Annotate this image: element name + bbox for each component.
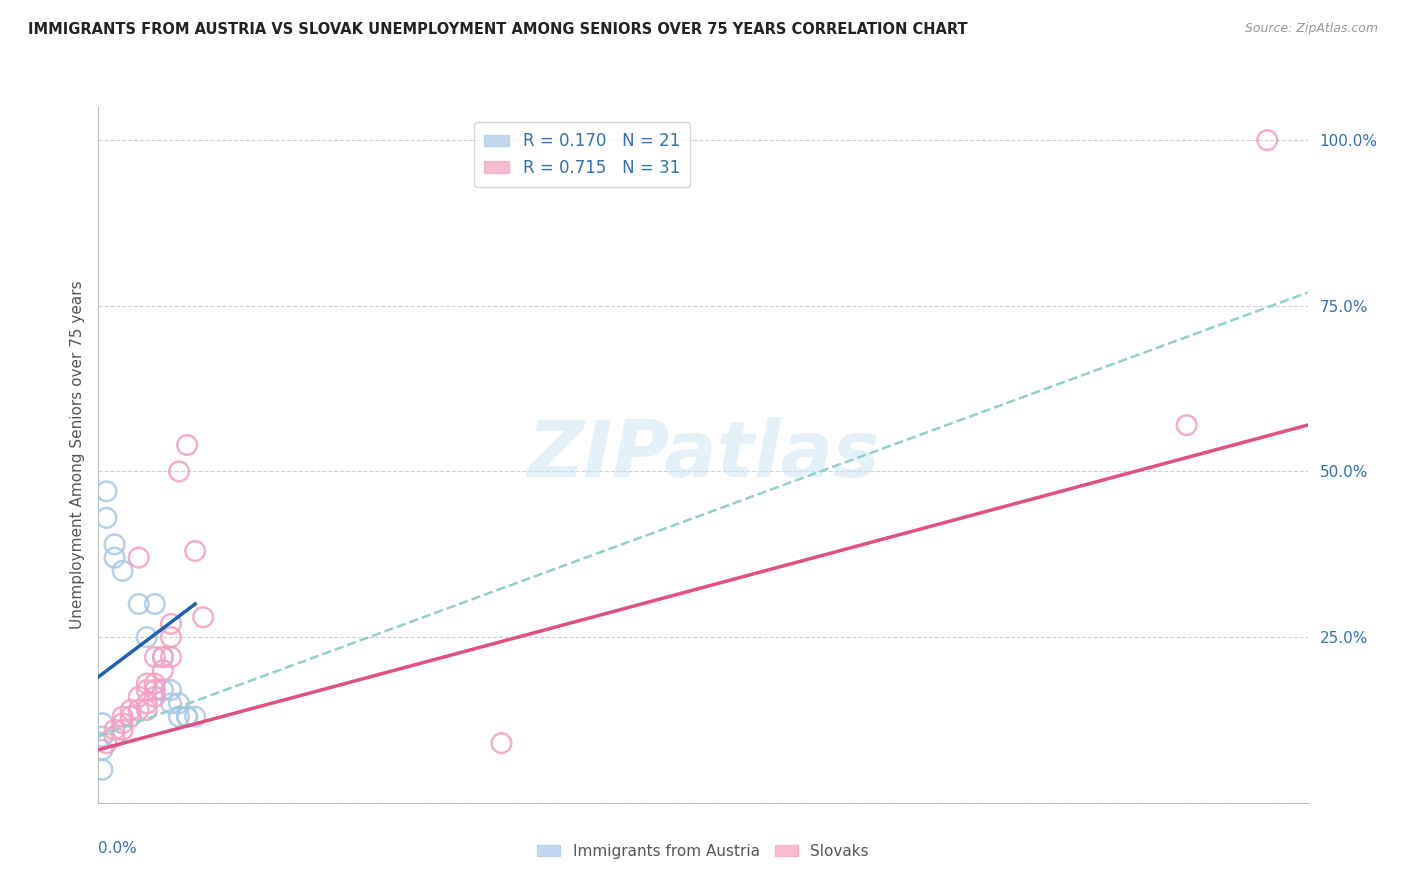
Point	[152, 650, 174, 665]
Point	[135, 676, 157, 690]
Point	[184, 709, 207, 723]
Point	[91, 716, 114, 731]
Point	[96, 511, 118, 525]
Text: IMMIGRANTS FROM AUSTRIA VS SLOVAK UNEMPLOYMENT AMONG SENIORS OVER 75 YEARS CORRE: IMMIGRANTS FROM AUSTRIA VS SLOVAK UNEMPL…	[28, 22, 967, 37]
Point	[103, 550, 125, 565]
Point	[152, 683, 174, 698]
Point	[1175, 418, 1198, 433]
Point	[160, 630, 183, 644]
Point	[91, 763, 114, 777]
Point	[143, 690, 166, 704]
Point	[143, 676, 166, 690]
Point	[103, 723, 125, 737]
Point	[120, 703, 142, 717]
Point	[111, 723, 134, 737]
Point	[143, 683, 166, 698]
Point	[128, 690, 150, 704]
Text: ZIPatlas: ZIPatlas	[527, 417, 879, 493]
Point	[111, 709, 134, 723]
Point	[167, 697, 190, 711]
Point	[91, 730, 114, 744]
Point	[96, 484, 118, 499]
Point	[135, 697, 157, 711]
Point	[193, 610, 215, 624]
Legend: Immigrants from Austria, Slovaks: Immigrants from Austria, Slovaks	[531, 838, 875, 864]
Point	[135, 703, 157, 717]
Point	[111, 716, 134, 731]
Point	[128, 703, 150, 717]
Point	[184, 544, 207, 558]
Point	[120, 709, 142, 723]
Point	[160, 697, 183, 711]
Point	[160, 650, 183, 665]
Point	[135, 630, 157, 644]
Point	[160, 616, 183, 631]
Point	[96, 736, 118, 750]
Point	[152, 663, 174, 677]
Point	[1256, 133, 1278, 147]
Point	[143, 650, 166, 665]
Point	[491, 736, 513, 750]
Point	[128, 597, 150, 611]
Point	[143, 597, 166, 611]
Point	[111, 564, 134, 578]
Point	[167, 465, 190, 479]
Point	[160, 683, 183, 698]
Point	[103, 537, 125, 551]
Point	[135, 683, 157, 698]
Point	[91, 743, 114, 757]
Point	[176, 709, 198, 723]
Text: Source: ZipAtlas.com: Source: ZipAtlas.com	[1244, 22, 1378, 36]
Point	[152, 650, 174, 665]
Point	[176, 438, 198, 452]
Point	[176, 709, 198, 723]
Point	[167, 709, 190, 723]
Point	[103, 730, 125, 744]
Y-axis label: Unemployment Among Seniors over 75 years: Unemployment Among Seniors over 75 years	[69, 281, 84, 629]
Text: 0.0%: 0.0%	[98, 841, 138, 856]
Point	[128, 550, 150, 565]
